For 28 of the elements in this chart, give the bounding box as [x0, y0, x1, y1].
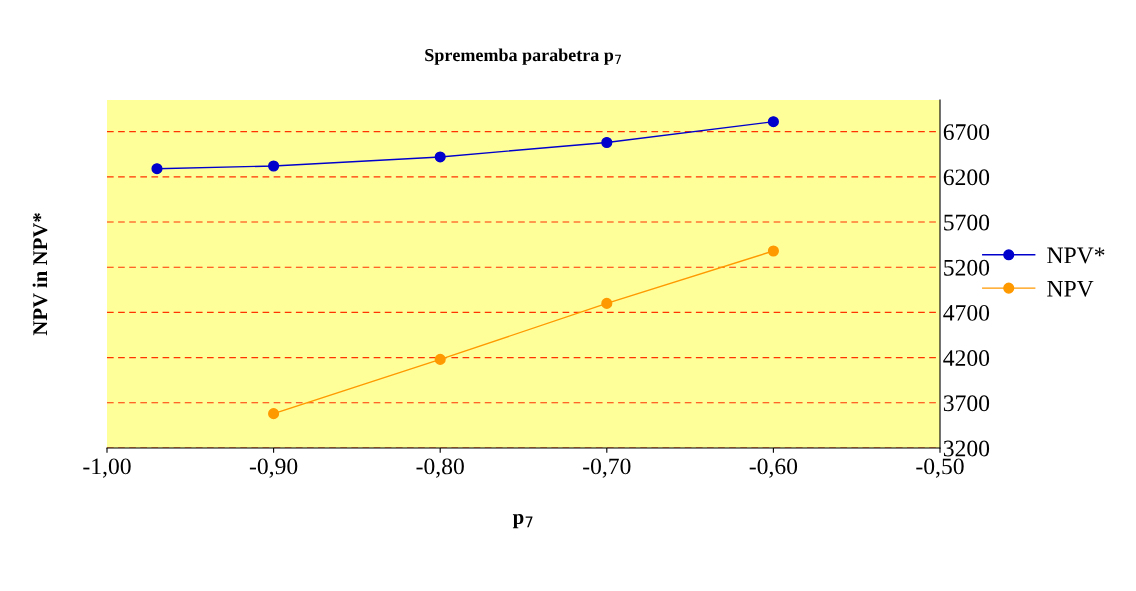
- x-tick-label: -0,50: [916, 458, 964, 478]
- x-axis-title: p$_{7}$: [512, 514, 533, 529]
- y-tick-label: 5200: [944, 259, 990, 276]
- point: [767, 116, 779, 128]
- point: [268, 408, 280, 420]
- point: [151, 163, 163, 175]
- y-tick-label: 3700: [943, 395, 990, 412]
- x-tick-label: -0,80: [416, 458, 464, 478]
- point: [601, 297, 613, 309]
- y-tick-label: 3200: [943, 440, 990, 457]
- y-tick-label: 4200: [943, 350, 990, 367]
- chart-title: Sprememba parabetra p$_{7}$: [425, 48, 621, 65]
- y-axis-title: NPV in NPV*: [32, 213, 48, 336]
- y-tick-label: 6700: [943, 124, 990, 141]
- x-tick-label: -0,60: [749, 458, 798, 478]
- point: [434, 151, 446, 163]
- y-tick-label: 5700: [944, 214, 990, 231]
- legend-label: NPV*: [1047, 247, 1105, 264]
- x-tick-label: -1,00: [83, 458, 131, 478]
- x-tick-label: -0,90: [249, 458, 298, 478]
- x-tick-label: -0,70: [583, 458, 631, 478]
- point: [767, 245, 779, 257]
- y-tick-label: 6200: [943, 169, 990, 186]
- point: [601, 136, 613, 149]
- point: [268, 160, 280, 172]
- point: [434, 353, 446, 365]
- legend-label: NPV: [1047, 280, 1094, 297]
- y-tick-label: 4700: [943, 304, 990, 321]
